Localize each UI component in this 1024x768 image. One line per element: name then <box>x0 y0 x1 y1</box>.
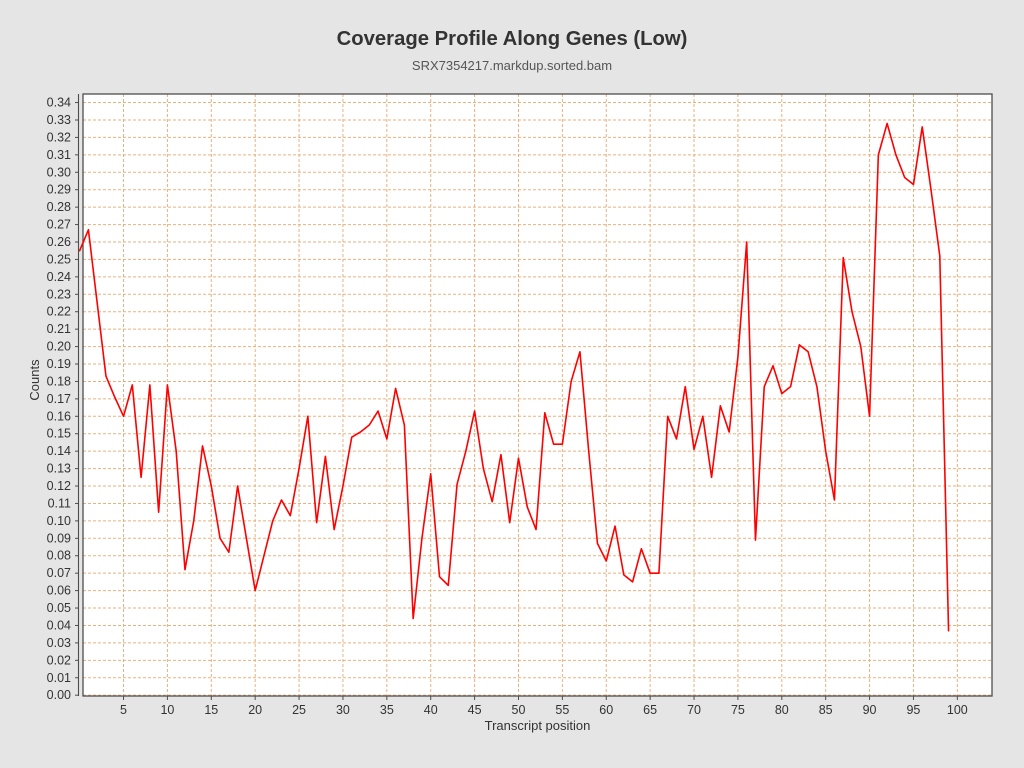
svg-text:0.13: 0.13 <box>47 462 71 476</box>
svg-text:95: 95 <box>906 703 920 717</box>
svg-text:0.11: 0.11 <box>48 496 71 510</box>
svg-text:0.30: 0.30 <box>47 165 71 179</box>
svg-text:30: 30 <box>336 703 350 717</box>
svg-text:0.15: 0.15 <box>47 427 71 441</box>
svg-text:0.26: 0.26 <box>47 235 71 249</box>
svg-text:0.28: 0.28 <box>47 200 71 214</box>
svg-text:0.34: 0.34 <box>47 96 71 110</box>
svg-text:0.19: 0.19 <box>47 357 71 371</box>
svg-text:0.29: 0.29 <box>47 183 71 197</box>
svg-text:0.27: 0.27 <box>47 218 71 232</box>
svg-text:0.05: 0.05 <box>47 601 71 615</box>
svg-text:80: 80 <box>775 703 789 717</box>
svg-text:0.10: 0.10 <box>47 514 71 528</box>
svg-text:0.02: 0.02 <box>47 653 71 667</box>
svg-text:15: 15 <box>204 703 218 717</box>
svg-text:5: 5 <box>120 703 127 717</box>
svg-text:55: 55 <box>555 703 569 717</box>
svg-text:35: 35 <box>380 703 394 717</box>
svg-text:0.24: 0.24 <box>47 270 71 284</box>
svg-text:0.07: 0.07 <box>47 566 71 580</box>
svg-text:100: 100 <box>947 703 968 717</box>
svg-text:0.18: 0.18 <box>47 374 71 388</box>
svg-text:0.14: 0.14 <box>47 444 71 458</box>
svg-text:45: 45 <box>468 703 482 717</box>
svg-text:0.21: 0.21 <box>47 322 71 336</box>
svg-text:65: 65 <box>643 703 657 717</box>
svg-text:70: 70 <box>687 703 701 717</box>
svg-text:0.16: 0.16 <box>47 409 71 423</box>
svg-text:0.04: 0.04 <box>47 618 71 632</box>
svg-text:0.32: 0.32 <box>47 130 71 144</box>
svg-text:0.17: 0.17 <box>47 392 71 406</box>
svg-text:40: 40 <box>424 703 438 717</box>
svg-text:0.09: 0.09 <box>47 531 71 545</box>
svg-text:0.25: 0.25 <box>47 252 71 266</box>
svg-text:0.06: 0.06 <box>47 584 71 598</box>
svg-text:0.12: 0.12 <box>47 479 71 493</box>
svg-text:0.33: 0.33 <box>47 113 71 127</box>
svg-text:0.01: 0.01 <box>47 671 71 685</box>
svg-text:60: 60 <box>599 703 613 717</box>
svg-text:0.31: 0.31 <box>47 148 71 162</box>
svg-text:0.00: 0.00 <box>47 688 71 702</box>
svg-text:0.22: 0.22 <box>47 305 71 319</box>
svg-text:0.20: 0.20 <box>47 340 71 354</box>
svg-text:20: 20 <box>248 703 262 717</box>
svg-text:85: 85 <box>819 703 833 717</box>
svg-text:0.03: 0.03 <box>47 636 71 650</box>
svg-text:90: 90 <box>863 703 877 717</box>
svg-text:0.08: 0.08 <box>47 549 71 563</box>
svg-text:50: 50 <box>512 703 526 717</box>
svg-text:75: 75 <box>731 703 745 717</box>
svg-text:25: 25 <box>292 703 306 717</box>
svg-text:0.23: 0.23 <box>47 287 71 301</box>
svg-text:10: 10 <box>160 703 174 717</box>
